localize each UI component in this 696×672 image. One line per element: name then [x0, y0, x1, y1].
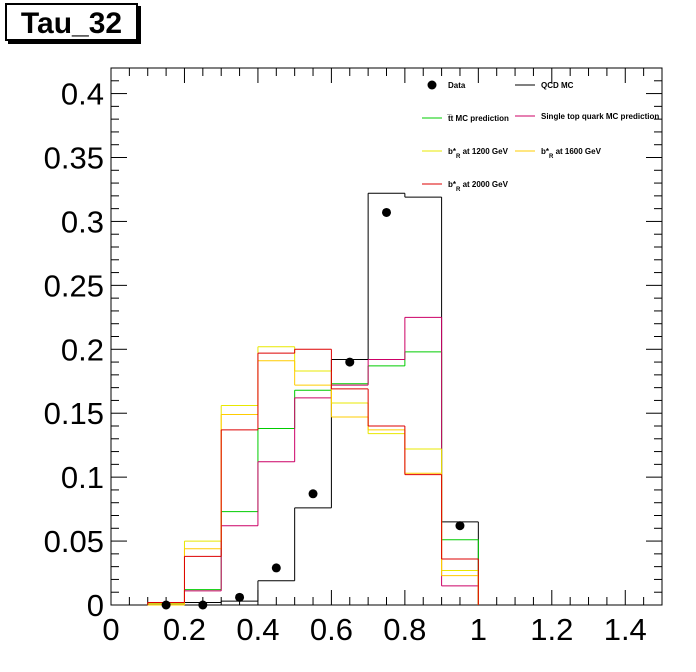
x-tick-label: 0.8 — [383, 612, 426, 647]
data-point — [235, 592, 245, 602]
x-tick-label: 1.2 — [530, 612, 573, 647]
data-point — [345, 357, 355, 367]
chart-title-box: Tau_32 — [5, 3, 138, 41]
data-point — [198, 600, 208, 610]
y-tick-label: 0.05 — [44, 524, 104, 559]
legend: Data QCD MC t̅t MC prediction Single top qu… — [422, 80, 659, 193]
data-points — [161, 207, 465, 610]
x-tick-label: 0 — [102, 612, 119, 647]
legend-entry: Single top quark MC prediction — [515, 112, 659, 121]
y-tick-label: 0.35 — [44, 141, 104, 176]
data-point — [308, 489, 318, 499]
chart-title: Tau_32 — [20, 7, 123, 40]
y-tick-label: 0.15 — [44, 396, 104, 431]
legend-label: Single top quark MC prediction — [541, 112, 659, 121]
x-tick-label: 0.6 — [310, 612, 353, 647]
data-point — [382, 207, 391, 217]
hist-series — [147, 348, 479, 605]
legend-label: t̅t MC prediction — [446, 114, 509, 123]
data-point — [271, 563, 281, 573]
legend-entry: b*R at 2000 GeV — [422, 180, 509, 193]
legend-label: b*R at 1600 GeV — [541, 147, 602, 160]
x-tick-label: 0.2 — [163, 612, 206, 647]
y-tick-label: 0.25 — [44, 268, 104, 303]
x-tick-label: 1.4 — [604, 612, 647, 647]
legend-label: b*R at 1200 GeV — [448, 147, 509, 160]
data-point — [455, 521, 465, 531]
hist-series — [147, 351, 479, 606]
legend-entry: t̅t MC prediction — [422, 114, 509, 123]
y-tick-label: 0.2 — [61, 332, 104, 367]
legend-entry: b*R at 1600 GeV — [515, 147, 602, 160]
legend-entry: b*R at 1200 GeV — [422, 147, 509, 160]
legend-entry: QCD MC — [515, 81, 574, 90]
hist-series — [147, 192, 479, 605]
y-tick-label: 0 — [87, 588, 104, 623]
y-tick-label: 0.1 — [61, 460, 104, 495]
hist-series — [147, 316, 479, 606]
histogram-series — [147, 192, 479, 606]
data-point — [161, 600, 171, 610]
y-tick-label: 0.4 — [61, 77, 104, 112]
x-tick-label: 1 — [470, 612, 487, 647]
x-tick-label: 0.4 — [236, 612, 279, 647]
y-tick-label: 0.3 — [61, 204, 104, 239]
axes: 0 0.2 0.4 0.6 0.8 1 1.2 1.4 0 0.05 0.1 0.15 0.2 0.25 0… — [44, 67, 663, 647]
legend-marker — [427, 80, 437, 90]
legend-label: QCD MC — [541, 81, 574, 90]
legend-label: b*R at 2000 GeV — [448, 180, 509, 193]
legend-label: Data — [448, 81, 466, 90]
legend-entry: Data — [427, 80, 466, 90]
